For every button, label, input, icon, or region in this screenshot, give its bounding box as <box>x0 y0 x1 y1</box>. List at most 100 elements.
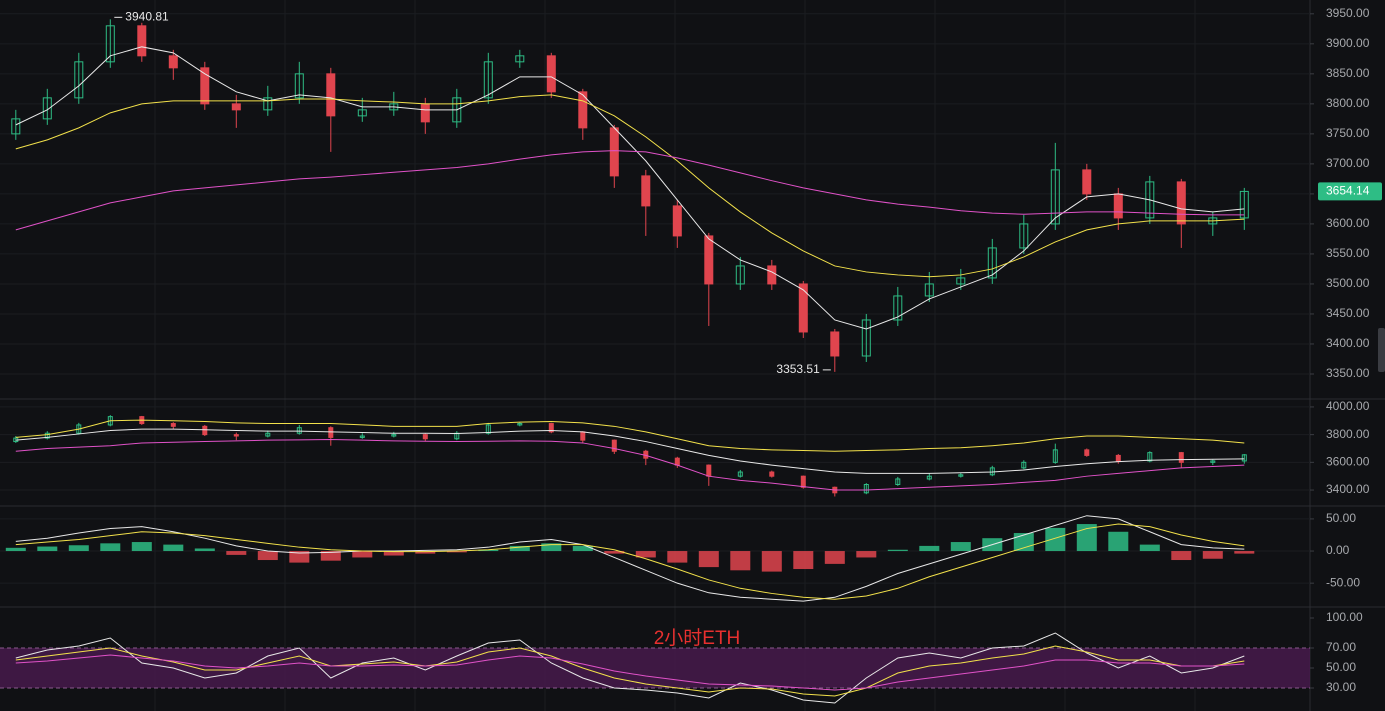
histogram-bar <box>163 544 184 552</box>
y-tick-label: 3400.00 <box>1326 336 1370 350</box>
y-tick-label: 70.00 <box>1326 640 1356 654</box>
histogram-bar <box>226 551 247 555</box>
histogram-bar <box>131 542 152 552</box>
y-tick-label: 3600.00 <box>1326 216 1370 230</box>
candle-body <box>137 25 147 57</box>
histogram-bar <box>289 551 310 563</box>
side-handle[interactable] <box>1378 328 1385 372</box>
histogram-bar <box>100 543 121 552</box>
candle-body <box>105 25 115 63</box>
histogram-bar <box>1108 531 1129 552</box>
series-line <box>15 654 1245 691</box>
candle-body <box>517 423 523 426</box>
candle-body <box>1113 193 1123 219</box>
candle-body <box>924 283 934 297</box>
histogram-bar <box>478 549 499 552</box>
series-line <box>15 523 1245 600</box>
histogram-bar <box>1234 551 1255 554</box>
candle-body <box>1176 181 1186 225</box>
y-tick-label: 50.00 <box>1326 660 1356 674</box>
y-tick-label: 3700.00 <box>1326 156 1370 170</box>
histogram-bar <box>730 551 751 571</box>
candle-body <box>420 103 430 123</box>
y-tick-label: 3900.00 <box>1326 36 1370 50</box>
candle-body <box>674 457 680 466</box>
histogram-bar <box>667 551 688 563</box>
candle-body <box>769 471 775 477</box>
y-tick-label: 0.00 <box>1326 543 1350 557</box>
histogram-bar <box>635 551 656 558</box>
histogram-bar <box>383 551 404 556</box>
candle-body <box>74 61 84 99</box>
candle-body <box>200 67 210 105</box>
candle-body <box>1052 449 1058 463</box>
y-tick-label: 3850.00 <box>1326 66 1370 80</box>
candle-body <box>926 475 932 480</box>
candle-body <box>326 73 336 117</box>
candle-body <box>704 235 714 285</box>
histogram-bar <box>1171 551 1192 561</box>
candle-body <box>231 103 241 111</box>
candle-body <box>956 277 966 285</box>
candle-body <box>895 478 901 485</box>
candle-body <box>263 97 273 111</box>
histogram-bar <box>68 545 89 552</box>
low-label: 3353.51 <box>776 362 820 376</box>
series-line <box>15 438 1245 491</box>
y-tick-label: 30.00 <box>1326 680 1356 694</box>
candle-body <box>893 295 903 321</box>
candle-body <box>168 55 178 69</box>
candle-body <box>1084 449 1090 456</box>
y-tick-label: -50.00 <box>1326 575 1360 589</box>
candle-body <box>641 175 651 207</box>
series-line <box>15 645 1245 697</box>
candle-body <box>1239 190 1249 219</box>
last-price-tag <box>1318 182 1382 201</box>
candle-body <box>485 424 491 434</box>
y-tick-label: 3800.00 <box>1326 427 1370 441</box>
band <box>0 648 1310 688</box>
candle-body <box>609 127 619 177</box>
chart-title: 2小时ETH <box>654 627 741 649</box>
series-line <box>15 419 1245 452</box>
histogram-bar <box>604 551 625 554</box>
histogram-bar <box>509 545 530 552</box>
series-line <box>15 94 1245 278</box>
y-tick-label: 3350.00 <box>1326 366 1370 380</box>
candle-body <box>672 205 682 237</box>
histogram-bar <box>541 543 562 552</box>
histogram-bar <box>446 551 467 553</box>
histogram-bar <box>698 551 719 568</box>
candle-body <box>483 61 493 99</box>
histogram-bar <box>320 551 341 561</box>
candle-body <box>1050 169 1060 225</box>
histogram-bar <box>415 551 436 554</box>
candle-body <box>706 464 712 477</box>
candle-body <box>357 109 367 117</box>
histogram-bar <box>919 545 940 552</box>
candle-body <box>294 73 304 99</box>
candle-body <box>800 475 806 488</box>
histogram-bar <box>887 549 908 552</box>
candle-body <box>1147 452 1153 462</box>
histogram-bar <box>572 545 593 552</box>
candle-body <box>391 434 397 437</box>
candle-body <box>233 434 239 437</box>
series-line <box>15 428 1245 474</box>
candle-body <box>202 425 208 436</box>
candle-body <box>958 474 964 477</box>
candle-body <box>611 439 617 452</box>
y-tick-label: 3450.00 <box>1326 306 1370 320</box>
candle-body <box>328 427 334 438</box>
candle-body <box>578 91 588 129</box>
high-label: 3940.81 <box>125 9 169 23</box>
histogram-bar <box>761 551 782 572</box>
candle-body <box>1178 452 1184 463</box>
y-tick-label: 3950.00 <box>1326 6 1370 20</box>
last-price-label: 3654.14 <box>1326 184 1370 198</box>
histogram-bar <box>1202 551 1223 559</box>
candle-body <box>1115 454 1121 462</box>
candle-body <box>548 423 554 433</box>
